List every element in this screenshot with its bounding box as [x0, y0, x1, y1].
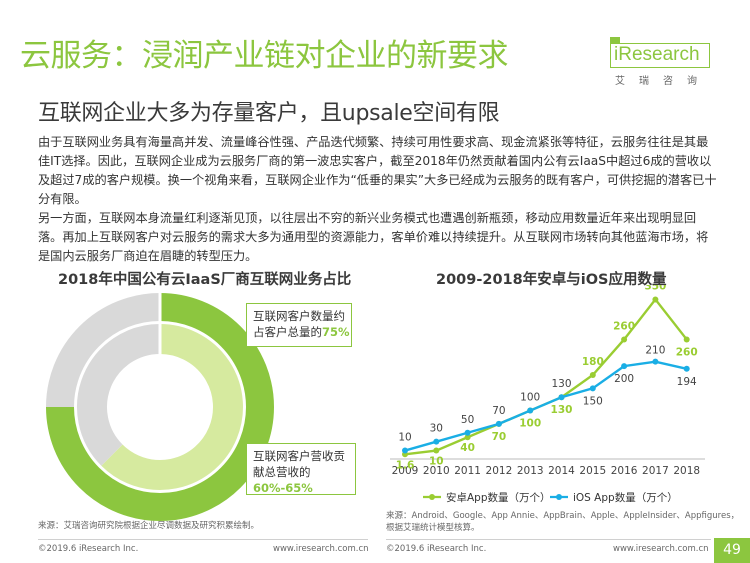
right-source-line-1: 来源：Android、Google、App Annie、AppBrain、App…	[386, 511, 740, 521]
data-point-ios	[621, 363, 628, 370]
data-label-ios: 150	[583, 395, 603, 407]
data-label-ios: 70	[492, 405, 505, 417]
data-label-android: 260	[613, 320, 635, 332]
data-point-ios	[402, 447, 408, 454]
callout-customers-pct: 75%	[322, 325, 350, 339]
callout-revenue-pct: 60%-65%	[253, 481, 313, 495]
logo-subtitle: 艾瑞咨询	[615, 76, 711, 87]
legend-marker-android	[429, 494, 435, 500]
x-tick-label: 2018	[673, 465, 700, 477]
donut-ring-revenue-rest	[77, 324, 161, 466]
logo-frame	[610, 37, 710, 68]
right-source-line-2: 根据艾瑞统计模型核算。	[386, 523, 480, 533]
x-tick-label: 2011	[454, 465, 481, 477]
data-point-ios	[652, 358, 659, 365]
data-point-ios	[464, 429, 471, 436]
paragraph-2: 另一方面，互联网本身流量红利逐渐见顶，以往层出不穷的新兴业务模式也遭遇创新瓶颈，…	[38, 211, 709, 263]
data-label-android: 180	[582, 356, 604, 368]
callout-customers-line2: 占客户总量的75%	[253, 324, 350, 340]
x-tick-label: 2012	[486, 465, 513, 477]
data-point-android	[433, 447, 440, 454]
data-label-android: 1.6	[396, 459, 415, 471]
data-label-android: 40	[460, 442, 475, 454]
data-label-ios: 130	[551, 378, 571, 390]
page-title: 云服务：浸润产业链对企业的新要求	[20, 38, 509, 74]
data-point-android	[683, 336, 690, 343]
x-tick-label: 2009	[392, 465, 419, 477]
callout-customers-text: 占客户总量的	[253, 325, 322, 339]
data-label-ios: 50	[461, 414, 474, 426]
data-label-android: 70	[492, 431, 507, 443]
data-point-android	[589, 372, 596, 378]
right-footer-copyright: ©2019.6 iResearch Inc.	[386, 544, 487, 554]
callout-revenue-line2: 献总营收的	[253, 465, 311, 479]
data-label-ios: 100	[520, 392, 540, 404]
data-point-android	[621, 336, 628, 343]
logo: iResearch	[614, 44, 700, 65]
data-label-ios: 10	[398, 432, 411, 444]
callout-customers-line1: 互联网客户数量约	[253, 309, 345, 323]
callout-revenue: 互联网客户营收贡 献总营收的 60%-65%	[246, 443, 356, 495]
x-tick-label: 2014	[548, 465, 575, 477]
data-point-android	[464, 434, 471, 441]
left-footer-url[interactable]: www.iresearch.com.cn	[273, 544, 369, 554]
legend-marker-ios	[556, 494, 562, 500]
data-point-ios	[683, 365, 690, 372]
body-text: 由于互联网业务具有海量高并发、流量峰谷性强、产品迭代频繁、持续可用性要求高、现金…	[38, 133, 718, 266]
page-number: 49	[714, 538, 750, 563]
data-label-android: 130	[551, 404, 573, 416]
line-chart-title: 2009-2018年安卓与iOS应用数量	[436, 272, 667, 288]
left-footer-copyright: ©2019.6 iResearch Inc.	[38, 544, 139, 554]
donut-ring-revenue-share	[101, 324, 243, 490]
paragraph-1: 由于互联网业务具有海量高并发、流量峰谷性强、产品迭代频繁、持续可用性要求高、现金…	[38, 135, 717, 206]
right-footer-url[interactable]: www.iresearch.com.cn	[613, 544, 709, 554]
data-point-ios	[433, 438, 440, 445]
line-chart: 2009 2010 2011 2012 2013 2014 2015 2016 2017 2018…	[390, 285, 705, 504]
x-tick-label: 2017	[642, 465, 669, 477]
page-subtitle: 互联网企业大多为存量客户，且upsale空间有限	[38, 101, 500, 126]
donut-chart-title: 2018年中国公有云IaaS厂商互联网业务占比	[58, 272, 352, 288]
data-label-ios: 210	[645, 345, 665, 357]
data-point-ios	[589, 385, 596, 392]
series-line-android	[404, 297, 688, 456]
data-point-ios	[495, 420, 502, 427]
left-source-note: 来源：艾瑞咨询研究院根据企业尽调数据及研究积累绘制。	[38, 521, 260, 531]
donut-ring-customers-share	[46, 293, 274, 521]
data-label-android: 100	[519, 418, 541, 430]
x-tick-label: 2013	[517, 465, 544, 477]
series-line-ios	[404, 360, 687, 452]
right-footer-divider	[386, 539, 711, 540]
data-label-android: 260	[676, 346, 698, 358]
x-tick-label: 2016	[611, 465, 638, 477]
data-point-ios	[558, 394, 565, 401]
donut-chart	[46, 292, 274, 521]
x-tick-label: 2010	[423, 465, 450, 477]
data-label-android: 350	[644, 285, 666, 292]
donut-ring-customers-rest	[46, 293, 161, 408]
x-tick-label: 2015	[579, 465, 606, 477]
data-label-ios: 30	[430, 423, 443, 435]
left-footer-divider	[38, 539, 368, 540]
data-label-ios: 194	[677, 376, 697, 388]
callout-revenue-line1: 互联网客户营收贡	[253, 449, 345, 463]
data-label-ios: 200	[614, 373, 634, 385]
legend-label-android: 安卓App数量（万个）	[446, 491, 551, 504]
legend-label-ios: iOS App数量（万个）	[573, 491, 678, 504]
callout-customers: 互联网客户数量约 占客户总量的75%	[246, 303, 352, 347]
data-label-android: 10	[429, 456, 444, 468]
data-point-android	[652, 296, 659, 303]
data-point-ios	[527, 407, 534, 414]
